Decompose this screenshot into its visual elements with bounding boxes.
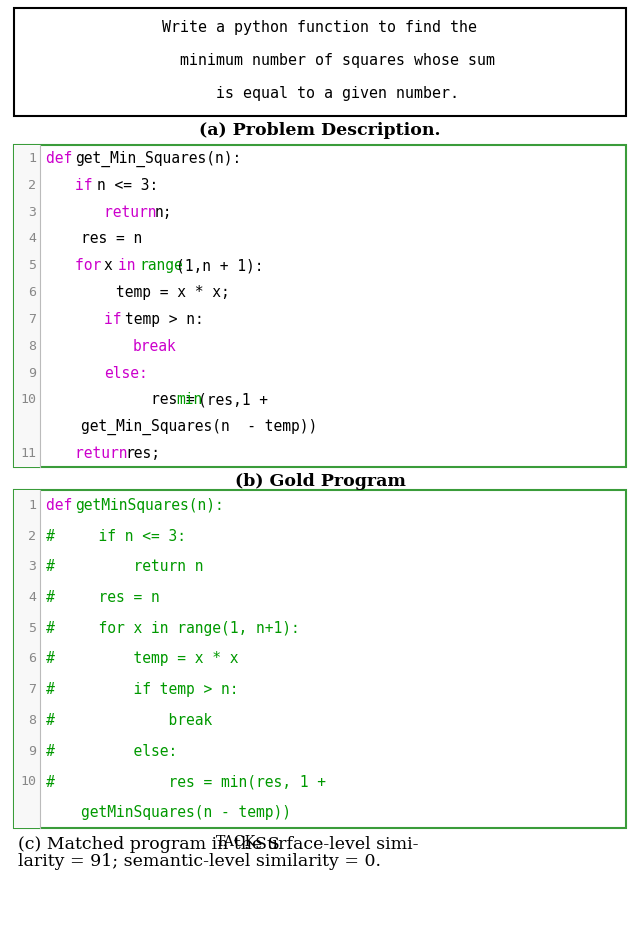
Text: else:: else: [104,366,147,381]
Text: 7: 7 [28,683,36,696]
Text: 7: 7 [28,313,36,326]
Text: return: return [104,205,165,220]
Text: 9: 9 [28,745,36,758]
Text: #             res = min(res, 1 +: # res = min(res, 1 + [46,775,326,789]
FancyBboxPatch shape [14,490,40,828]
Text: if: if [75,178,101,193]
Text: (a) Problem Description.: (a) Problem Description. [199,122,441,139]
Text: res;: res; [125,446,161,461]
Text: get_Min_Squares(n):: get_Min_Squares(n): [75,150,241,167]
Text: 9: 9 [28,367,36,380]
Text: 4: 4 [28,233,36,246]
Text: x: x [104,258,121,274]
Text: n <= 3:: n <= 3: [97,178,158,193]
Text: range: range [140,258,184,274]
Text: 8: 8 [28,714,36,727]
Text: def: def [46,151,81,166]
Text: 1: 1 [28,152,36,165]
Text: minimum number of squares whose sum: minimum number of squares whose sum [145,53,495,68]
Text: in: in [118,258,145,274]
Text: 5: 5 [28,622,36,635]
Text: def: def [46,498,81,513]
Text: #     if n <= 3:: # if n <= 3: [46,529,186,544]
Text: 5: 5 [28,259,36,272]
Text: if: if [104,312,130,327]
Text: 11: 11 [20,447,36,460]
Text: (c) Matched program in the S: (c) Matched program in the S [18,836,280,853]
Text: getMinSquares(n):: getMinSquares(n): [75,498,223,513]
Text: 10: 10 [20,394,36,407]
Text: 3: 3 [28,206,36,219]
Text: #     res = n: # res = n [46,590,160,605]
Text: #         if temp > n:: # if temp > n: [46,682,239,697]
Text: TACK: TACK [216,834,255,848]
Text: #     for x in range(1, n+1):: # for x in range(1, n+1): [46,621,300,636]
Text: 8: 8 [28,340,36,353]
Text: Write a python function to find the: Write a python function to find the [163,20,477,35]
Text: #         else:: # else: [46,744,177,759]
Text: 6: 6 [28,653,36,666]
Text: return: return [75,446,136,461]
Text: 4: 4 [28,591,36,604]
Text: (1,n + 1):: (1,n + 1): [176,258,264,274]
Text: temp = x * x;: temp = x * x; [46,285,230,300]
Text: get_Min_Squares(n  - temp)): get_Min_Squares(n - temp)) [46,419,317,435]
Text: getMinSquares(n - temp)): getMinSquares(n - temp)) [46,805,291,820]
Text: larity = 91; semantic-level similarity = 0.: larity = 91; semantic-level similarity =… [18,853,381,870]
Text: for: for [75,258,110,274]
Text: (b) Gold Program: (b) Gold Program [235,473,405,490]
Text: #         return n: # return n [46,560,204,574]
Text: res = n: res = n [46,232,142,247]
Text: n;: n; [154,205,172,220]
Text: 1: 1 [28,499,36,512]
Text: is equal to a given number.: is equal to a given number. [180,86,460,101]
Text: temp > n:: temp > n: [125,312,204,327]
Text: 2: 2 [28,179,36,192]
Text: 3: 3 [28,560,36,573]
Text: . Surface-level simi-: . Surface-level simi- [244,836,418,853]
FancyBboxPatch shape [14,145,626,467]
Text: #         temp = x * x: # temp = x * x [46,652,239,667]
Text: min: min [176,393,202,408]
FancyBboxPatch shape [14,8,626,116]
FancyBboxPatch shape [14,490,626,828]
Text: 2: 2 [28,530,36,543]
Text: break: break [132,339,177,354]
Text: 6: 6 [28,286,36,299]
Text: 10: 10 [20,776,36,789]
FancyBboxPatch shape [14,145,40,467]
Text: #             break: # break [46,713,212,728]
Text: res =: res = [46,393,204,408]
Text: (res,1 +: (res,1 + [198,393,268,408]
